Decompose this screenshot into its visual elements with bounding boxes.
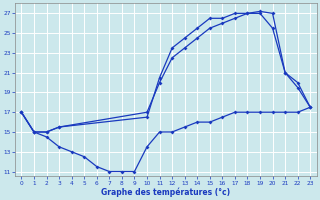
X-axis label: Graphe des températures (°c): Graphe des températures (°c) bbox=[101, 187, 230, 197]
